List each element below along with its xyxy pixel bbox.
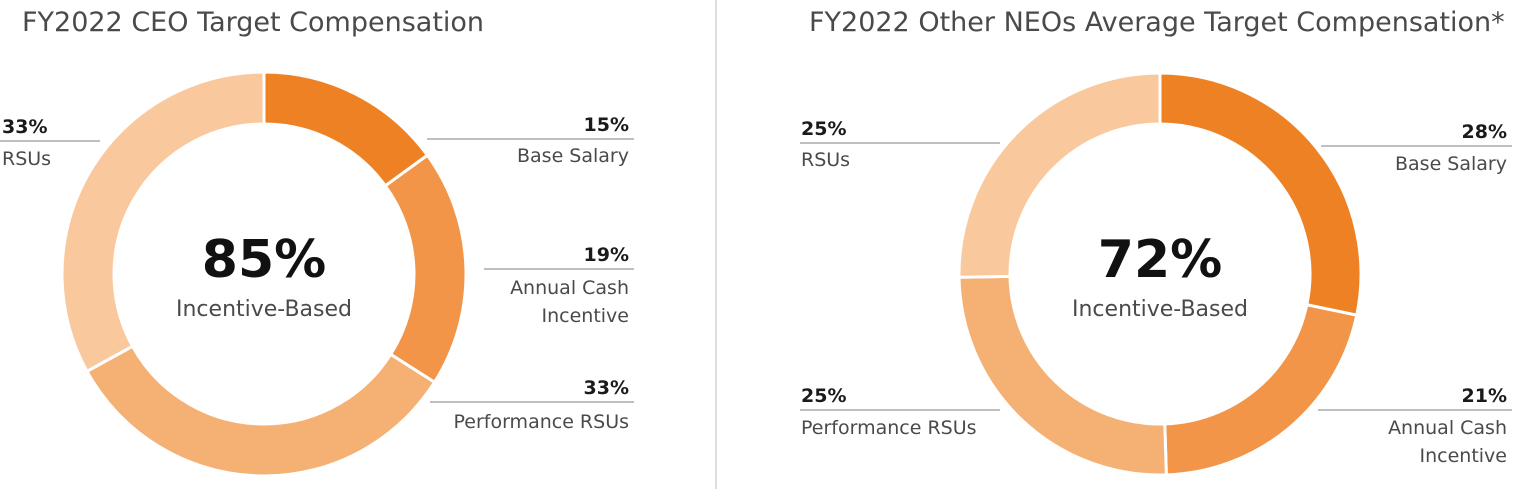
- slice-label-performance-rsus: 33% Performance RSUs: [430, 377, 634, 433]
- slice-base-salary: [262, 70, 430, 188]
- slice-percent: 33%: [2, 116, 47, 138]
- slice-name: Performance RSUs: [801, 417, 977, 439]
- slice-label-performance-rsus: 25% Performance RSUs: [800, 385, 1000, 439]
- slice-name: RSUs: [2, 148, 51, 170]
- slice-name-line1: Annual Cash: [1388, 417, 1507, 439]
- slice-percent: 25%: [801, 385, 846, 407]
- slice-percent: 21%: [1462, 385, 1507, 407]
- donut-slices: [957, 71, 1363, 477]
- slice-percent: 33%: [584, 377, 629, 399]
- slice-label-annual-cash-incentive: 21% Annual Cash Incentive: [1318, 385, 1512, 467]
- center-value: 85%: [202, 230, 326, 290]
- slice-name-line2: Incentive: [542, 305, 630, 327]
- donut-slices: [60, 70, 468, 478]
- slice-annual-cash-incentive: [383, 153, 468, 385]
- slice-name-line2: Incentive: [1420, 445, 1508, 467]
- center-label: Incentive-Based: [1072, 297, 1248, 322]
- slice-label-base-salary: 28% Base Salary: [1321, 121, 1512, 175]
- slice-percent: 25%: [801, 118, 846, 140]
- slice-annual-cash-incentive: [1163, 302, 1359, 477]
- slice-name: Base Salary: [1395, 153, 1507, 175]
- slice-name: Base Salary: [517, 145, 629, 167]
- slice-rsus: [60, 70, 266, 374]
- slice-label-rsus: 25% RSUs: [800, 118, 1000, 171]
- ceo-compensation-chart: FY2022 CEO Target Compensation 85% Incen…: [0, 7, 634, 478]
- center-label: Incentive-Based: [176, 297, 352, 322]
- slice-percent: 15%: [584, 114, 629, 136]
- slice-label-annual-cash-incentive: 19% Annual Cash Incentive: [484, 244, 634, 327]
- other-neos-compensation-chart: FY2022 Other NEOs Average Target Compens…: [800, 7, 1512, 477]
- slice-label-rsus: 33% RSUs: [0, 116, 100, 170]
- slice-percent: 28%: [1462, 121, 1507, 143]
- center-value: 72%: [1098, 230, 1222, 290]
- slice-name: Performance RSUs: [453, 411, 629, 433]
- chart-title: FY2022 CEO Target Compensation: [22, 7, 484, 38]
- slice-percent: 19%: [584, 244, 629, 266]
- slice-name: RSUs: [801, 149, 850, 171]
- slice-label-base-salary: 15% Base Salary: [427, 114, 634, 167]
- slice-performance-rsus: [84, 344, 437, 478]
- slice-name-line1: Annual Cash: [510, 277, 629, 299]
- chart-title: FY2022 Other NEOs Average Target Compens…: [809, 7, 1505, 38]
- slice-rsus: [957, 71, 1162, 279]
